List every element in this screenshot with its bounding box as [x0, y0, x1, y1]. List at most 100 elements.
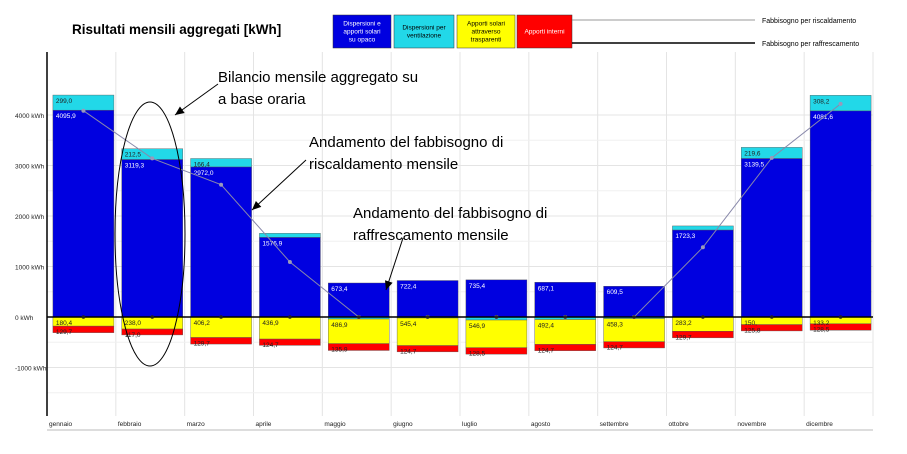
bar-segment — [190, 166, 252, 318]
bar-segment — [121, 159, 183, 318]
cooling-demand-point — [769, 315, 774, 319]
bar-segment — [121, 328, 183, 336]
bar-data-label: 166,4 — [194, 162, 211, 169]
heating-demand-point — [219, 182, 224, 187]
cooling-demand-point — [701, 315, 705, 319]
annotation-text: a base oraria — [218, 91, 306, 108]
x-tick-label: dicembre — [806, 421, 833, 428]
bar-data-label: 436,9 — [262, 320, 279, 327]
bar-data-label: 124,7 — [262, 342, 279, 349]
bar-segment — [190, 158, 252, 168]
annotation-text: Andamento del fabbisogno di — [309, 134, 503, 151]
bar-data-label: 486,9 — [331, 322, 348, 329]
legend-swatch — [393, 14, 455, 49]
bar-segment — [259, 233, 321, 238]
annotation-arrow-head — [175, 106, 185, 115]
legend-label: attraverso — [472, 29, 501, 36]
bar-segment — [741, 324, 803, 332]
bar-segment — [672, 331, 734, 339]
y-tick-label: 2000 kWh — [15, 214, 45, 221]
annotation-arrow-head — [384, 280, 393, 290]
bar-data-label: 299,0 — [56, 98, 73, 105]
cooling-demand-point — [563, 315, 568, 319]
bar-data-label: 1576,9 — [262, 240, 282, 247]
bar-data-label: 125,8 — [744, 328, 761, 335]
legend-label: Dispersioni per — [402, 25, 446, 32]
bar-data-label: 117,0 — [125, 332, 141, 339]
x-tick-label: aprile — [256, 421, 272, 428]
annotation-arrow-head — [252, 200, 262, 210]
legend-cooling-label: Fabbisogno per raffrescamento — [762, 41, 859, 48]
cooling-demand-point — [425, 315, 430, 319]
bar-data-label: 609,5 — [607, 289, 624, 296]
chart-lines — [47, 101, 873, 319]
bar-data-label: 212,5 — [125, 152, 142, 159]
annotation-ellipse — [114, 101, 186, 367]
bar-data-label: 124,7 — [607, 345, 624, 352]
bar-segment — [465, 279, 528, 318]
bar-data-label: 546,9 — [469, 323, 486, 330]
x-tick-label: maggio — [324, 421, 346, 428]
bar-segment — [328, 318, 390, 344]
bar-segment — [534, 319, 596, 345]
bar-segment — [603, 286, 665, 318]
legend-label: Apporti interni — [524, 29, 564, 36]
cooling-demand-point — [356, 315, 361, 319]
cooling-demand-point — [219, 315, 223, 319]
legend-label: apporti solari — [343, 29, 380, 36]
bar-data-label: 735,4 — [469, 283, 486, 290]
bar-segment — [603, 341, 665, 349]
bar-data-label: 2972,0 — [194, 170, 214, 177]
bar-segment — [465, 319, 528, 348]
annotation-text: riscaldamento mensile — [309, 156, 458, 173]
annotation-arrow — [385, 237, 404, 291]
heating-demand-point — [81, 108, 86, 113]
bar-data-label: 4095,9 — [56, 113, 76, 120]
bar-data-label: 406,2 — [194, 320, 211, 327]
cooling-demand-point — [81, 315, 86, 319]
legend-label: Apporti solari — [467, 21, 505, 28]
bar-segment — [534, 344, 596, 351]
chart-annotations: Bilancio mensile aggregato su a base orar… — [114, 69, 547, 367]
bar-data-label: 180,4 — [56, 320, 73, 327]
annotation-arrow — [251, 159, 307, 211]
bar-segment — [741, 158, 803, 318]
legend-label: ventilazione — [407, 33, 442, 40]
heating-demand-point — [700, 245, 705, 250]
bar-data-label: 133,2 — [813, 320, 830, 327]
bar-segment — [465, 347, 528, 355]
bar-data-label: 219,6 — [744, 150, 761, 157]
annotation-text: raffrescamento mensile — [353, 227, 509, 244]
x-tick-label: ottobre — [669, 421, 690, 428]
y-tick-label: 1000 kWh — [15, 265, 45, 272]
bar-data-label: 3139,5 — [744, 161, 764, 168]
legend-heating-label: Fabbisogno per riscaldamento — [762, 18, 856, 25]
bar-data-label: 129,7 — [194, 341, 211, 348]
legend-label: trasparenti — [471, 37, 502, 44]
bar-segment — [396, 280, 459, 318]
bar-segment — [396, 317, 459, 346]
bar-data-label: 128,5 — [813, 327, 830, 334]
legend-swatch — [332, 14, 392, 49]
y-tick-label: -1000 kWh — [15, 366, 47, 373]
bar-data-label: 129,7 — [56, 329, 73, 336]
chart-bar-labels: 4095,9 299,0 180,4 129,7 3119,3 212,5 238,0 117… — [56, 98, 833, 358]
bar-segment — [534, 282, 596, 318]
heating-demand-point — [769, 155, 774, 160]
bar-data-label: 124,7 — [400, 349, 417, 356]
x-tick-label: febbraio — [118, 421, 142, 428]
heating-demand-point — [287, 259, 292, 264]
bar-segment — [259, 237, 321, 318]
cooling-demand-point — [838, 315, 843, 319]
legend-swatch — [456, 14, 516, 49]
bar-data-label: 545,4 — [400, 321, 417, 328]
cooling-demand-point — [494, 315, 499, 319]
legend-label: su opaco — [349, 37, 376, 44]
cooling-demand-point — [288, 315, 292, 319]
x-tick-label: novembre — [737, 421, 766, 428]
bar-segment — [328, 343, 390, 351]
x-tick-label: settembre — [600, 421, 629, 428]
bar-data-label: 150, — [744, 320, 757, 327]
